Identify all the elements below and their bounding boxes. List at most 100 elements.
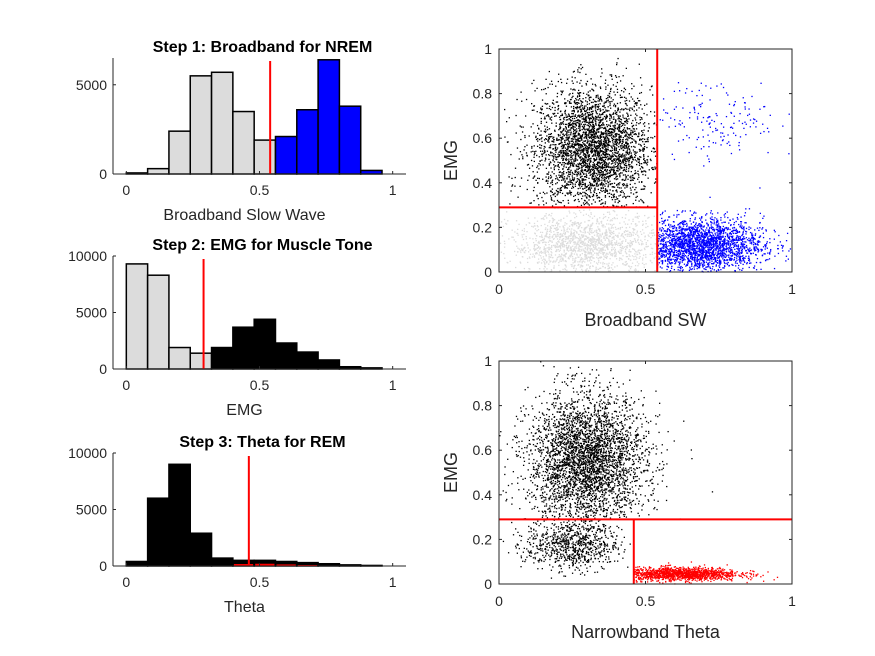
- scatter-point: [574, 123, 577, 126]
- scatter-point: [594, 230, 596, 232]
- scatter-point: [624, 121, 626, 123]
- scatter-point: [570, 249, 572, 252]
- scatter-point: [582, 131, 585, 133]
- scatter-point: [636, 191, 638, 193]
- scatter-point: [630, 132, 632, 134]
- scatter-point: [571, 112, 573, 115]
- scatter-point: [556, 177, 558, 179]
- scatter-point: [598, 108, 600, 110]
- scatter-point: [563, 152, 566, 154]
- scatter-point: [631, 167, 633, 169]
- scatter-point: [637, 250, 639, 252]
- scatter-point: [585, 118, 587, 120]
- scatter-point: [618, 115, 620, 117]
- scatter-point: [569, 249, 571, 251]
- scatter-point: [616, 156, 618, 158]
- scatter-point: [576, 106, 578, 109]
- scatter-point: [600, 234, 602, 237]
- scatter-point: [619, 249, 621, 251]
- scatter-point: [564, 245, 566, 247]
- scatter-point: [700, 238, 702, 240]
- scatter-point: [621, 162, 623, 164]
- scatter-point: [587, 91, 589, 93]
- scatter-point: [533, 249, 536, 252]
- scatter-point: [639, 156, 641, 158]
- scatter-point: [556, 139, 558, 141]
- scatter-point: [652, 94, 654, 96]
- scatter-point: [634, 249, 636, 251]
- scatter-point: [603, 115, 606, 118]
- scatter-point: [578, 200, 580, 203]
- scatter-point: [541, 259, 544, 261]
- scatter-point: [640, 171, 643, 173]
- scatter-point: [572, 262, 574, 264]
- x-tick-label: 0.5: [250, 182, 270, 198]
- scatter-point: [623, 231, 626, 234]
- scatter-point: [617, 166, 619, 168]
- scatter-point: [654, 252, 656, 255]
- scatter-point: [621, 156, 623, 158]
- scatter-point: [520, 262, 522, 264]
- scatter-point: [634, 156, 636, 158]
- scatter-point: [607, 132, 610, 135]
- scatter-point: [535, 249, 537, 251]
- scatter-point: [519, 250, 522, 252]
- scatter-point: [517, 251, 519, 253]
- scatter-point: [556, 92, 559, 95]
- scatter-point: [624, 120, 627, 122]
- scatter-point: [543, 88, 545, 91]
- scatter-point: [579, 222, 582, 225]
- scatter-point: [585, 105, 587, 107]
- scatter-point: [623, 127, 626, 129]
- scatter-point: [612, 135, 615, 137]
- scatter-point: [604, 191, 607, 193]
- scatter-point: [576, 178, 578, 180]
- scatter-point: [630, 96, 632, 98]
- scatter-point: [596, 182, 598, 185]
- scatter-point: [577, 191, 579, 194]
- scatter-point: [578, 193, 580, 196]
- scatter-point: [573, 135, 576, 137]
- scatter-point: [605, 145, 608, 147]
- scatter-point: [551, 212, 553, 215]
- scatter-point: [608, 267, 611, 269]
- scatter-point: [557, 240, 559, 243]
- scatter-point: [512, 236, 514, 238]
- scatter-point: [582, 159, 585, 162]
- histogram-bar: [146, 167, 170, 175]
- scatter-point: [622, 153, 624, 155]
- scatter-point: [576, 130, 578, 132]
- scatter-point: [560, 90, 562, 92]
- scatter-point: [588, 219, 591, 222]
- scatter-point: [604, 181, 606, 183]
- scatter-point: [564, 153, 567, 155]
- scatter-point: [639, 139, 641, 142]
- scatter-point: [637, 217, 639, 219]
- scatter-point: [545, 254, 547, 256]
- scatter-point: [536, 261, 539, 264]
- scatter-point: [643, 148, 645, 151]
- scatter-point: [596, 136, 598, 138]
- scatter-point: [584, 195, 586, 197]
- scatter-point: [544, 151, 546, 153]
- scatter-point: [643, 232, 645, 234]
- scatter-point: [696, 234, 698, 237]
- scatter-point: [575, 231, 578, 233]
- scatter-point: [597, 97, 600, 100]
- scatter-point: [584, 227, 587, 230]
- scatter-point: [632, 202, 634, 205]
- scatter-point: [637, 234, 639, 237]
- scatter-point: [566, 82, 568, 84]
- scatter-point: [599, 217, 601, 219]
- scatter-point: [595, 129, 598, 131]
- scatter-point: [649, 232, 651, 234]
- scatter-point: [619, 141, 621, 144]
- scatter-point: [583, 152, 585, 155]
- scatter-point: [584, 187, 586, 189]
- scatter-point: [599, 144, 601, 147]
- scatter-point: [588, 111, 590, 114]
- scatter-point: [587, 129, 590, 131]
- scatter-point: [597, 184, 600, 186]
- scatter-point: [593, 158, 595, 160]
